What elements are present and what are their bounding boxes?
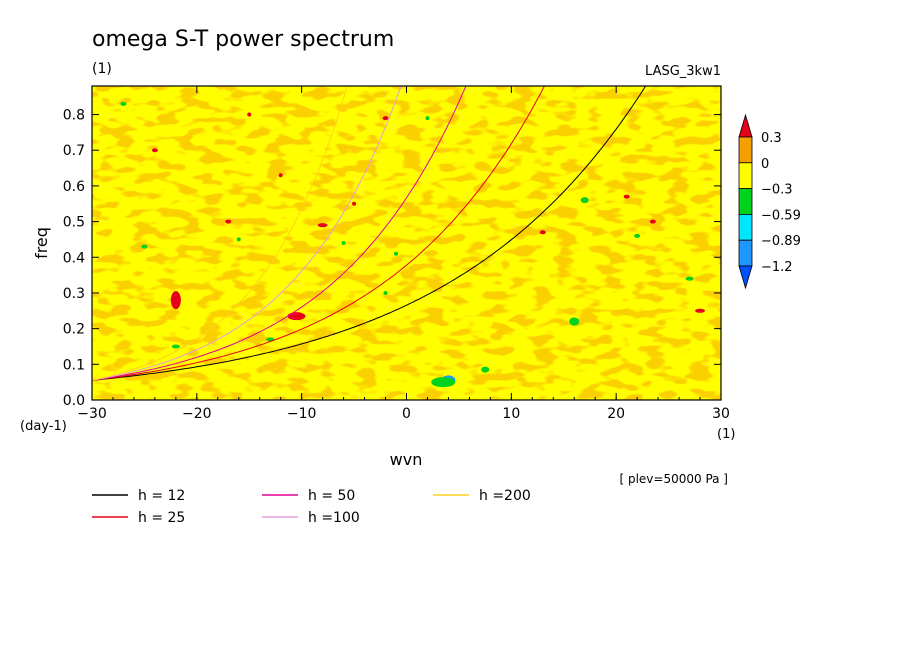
field-speck (431, 377, 456, 388)
field-speck (341, 241, 346, 245)
field-speck (685, 276, 694, 281)
colorbar-label: −0.59 (761, 208, 801, 223)
field-speck (170, 291, 181, 310)
field-speck (394, 251, 399, 256)
x-tick-label: −20 (182, 406, 212, 422)
level-label: [ plev=50000 Pa ] (619, 472, 728, 486)
y-tick-label: 0.3 (63, 286, 85, 302)
colorbar-segment (738, 213, 753, 241)
field-speck (236, 237, 241, 242)
field-speck (278, 173, 283, 178)
x-tick-label: 0 (402, 406, 411, 422)
colorbar-top-arrow (738, 113, 753, 138)
field-speck (317, 223, 328, 228)
spectrum-field (92, 86, 721, 400)
field-contours (92, 86, 721, 400)
field-speck (171, 344, 180, 349)
field-speck (120, 101, 127, 106)
y-tick-label: 0.5 (63, 215, 85, 231)
y-tick-label: 0.1 (63, 357, 85, 373)
field-speck (287, 312, 306, 321)
field-speck (425, 116, 430, 121)
x-tick-label: −30 (77, 406, 107, 422)
y-tick-label: 0.8 (63, 108, 85, 124)
field-speck (539, 230, 546, 235)
colorbar-label: −0.89 (761, 234, 801, 249)
curve-200 (92, 86, 348, 381)
colorbar-bottom-arrow (738, 265, 753, 290)
field-speck (225, 219, 232, 224)
colorbar-segment (738, 239, 753, 267)
colorbar-segment (738, 188, 753, 215)
colorbar-label: −1.2 (761, 260, 793, 275)
field-speck (141, 244, 148, 249)
field-speck (623, 194, 630, 199)
legend-label: h = 12 (138, 488, 185, 504)
x-tick-label: −10 (287, 406, 317, 422)
field-speck (649, 219, 656, 224)
legend-label: h =200 (479, 488, 531, 504)
field-speck (634, 233, 641, 238)
field-speck (247, 112, 252, 117)
legend-label: h = 50 (308, 488, 355, 504)
colorbar-label: 0 (761, 157, 769, 172)
y-axis-title: freq (32, 227, 51, 259)
legend-label: h =100 (308, 510, 360, 526)
field-speck (352, 201, 357, 206)
chart-title: omega S-T power spectrum (92, 27, 394, 52)
field-speck (151, 148, 158, 153)
y-tick-label: 0.2 (63, 322, 85, 338)
legend-label: h = 25 (138, 510, 185, 526)
x-units-label: (1) (717, 427, 735, 442)
y-units-label: (day-1) (20, 419, 67, 434)
y-tick-label: 0.0 (63, 393, 85, 409)
field-speck (695, 308, 706, 313)
x-tick-label: 30 (712, 406, 730, 422)
dispersion-curves (92, 86, 647, 381)
field-speck (382, 116, 389, 121)
colorbar-segment (738, 162, 753, 190)
field-speck (383, 290, 388, 295)
y-tick-label: 0.7 (63, 143, 85, 159)
curve-25 (92, 86, 546, 381)
field-speck (481, 366, 490, 373)
x-tick-label: 20 (607, 406, 625, 422)
curve-100 (92, 86, 402, 381)
y-tick-label: 0.6 (63, 179, 85, 195)
field-speck (569, 317, 580, 326)
y-axis: 0.0 0.1 0.2 0.3 0.4 0.5 0.6 0.7 0.8 (63, 108, 721, 409)
colorbar-label: −0.3 (761, 183, 793, 198)
y-tick-label: 0.4 (63, 250, 85, 266)
curve-12 (92, 86, 647, 381)
colorbar-segment (738, 136, 753, 164)
curve-50 (92, 86, 467, 381)
field-speck (580, 197, 589, 204)
model-label: LASG_3kw1 (645, 64, 721, 79)
colorbar: 0.3 0 −0.3 −0.59 −0.89 −1.2 (738, 113, 801, 290)
x-tick-label: 10 (502, 406, 520, 422)
x-axis: −30 −20 −10 0 10 20 30 (77, 86, 730, 422)
legend: h = 12 h = 25 h = 50 h =100 h =200 (92, 488, 531, 526)
units-label: (1) (92, 61, 112, 77)
colorbar-label: 0.3 (761, 131, 782, 146)
x-axis-title: wvn (390, 450, 423, 469)
